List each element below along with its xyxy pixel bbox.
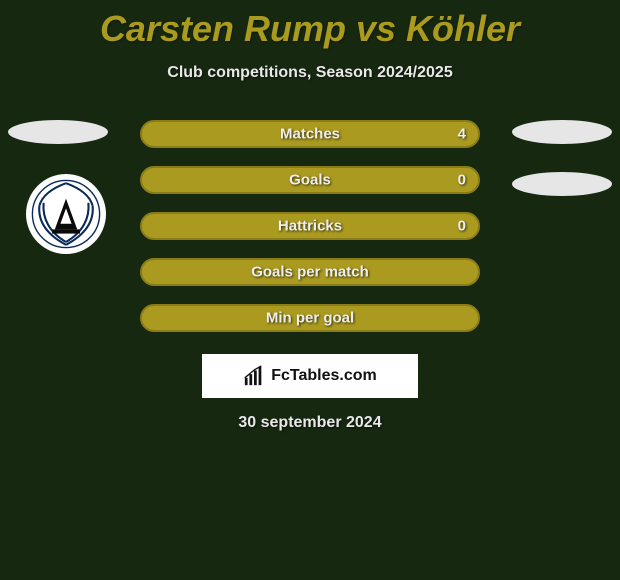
stat-bar-goals-per-match: Goals per match: [140, 258, 480, 286]
stat-bar-matches: Matches 4: [140, 120, 480, 148]
source-label: FcTables.com: [271, 367, 377, 385]
stat-value-right: 4: [458, 126, 466, 143]
stat-bars: Matches 4 Goals 0 Hattricks 0 Goals per …: [140, 120, 480, 332]
stat-label: Hattricks: [278, 218, 342, 235]
stat-label: Goals per match: [251, 264, 369, 281]
source-attribution: FcTables.com: [202, 354, 418, 398]
page-title: Carsten Rump vs Köhler: [0, 0, 620, 50]
stat-value-right: 0: [458, 218, 466, 235]
stat-bar-hattricks: Hattricks 0: [140, 212, 480, 240]
player-right-badge-2: [512, 172, 612, 196]
club-crest: [26, 174, 106, 254]
player-left-badge: [8, 120, 108, 144]
bar-chart-icon: [243, 365, 265, 387]
page-subtitle: Club competitions, Season 2024/2025: [0, 64, 620, 82]
stat-label: Goals: [289, 172, 331, 189]
stat-bar-goals: Goals 0: [140, 166, 480, 194]
stat-bar-min-per-goal: Min per goal: [140, 304, 480, 332]
player-right-badge-1: [512, 120, 612, 144]
arminia-bielefeld-crest-icon: [31, 179, 101, 249]
stat-label: Matches: [280, 126, 340, 143]
date-stamp: 30 september 2024: [0, 414, 620, 432]
stat-value-right: 0: [458, 172, 466, 189]
comparison-stage: Matches 4 Goals 0 Hattricks 0 Goals per …: [0, 120, 620, 432]
stat-label: Min per goal: [266, 310, 354, 327]
